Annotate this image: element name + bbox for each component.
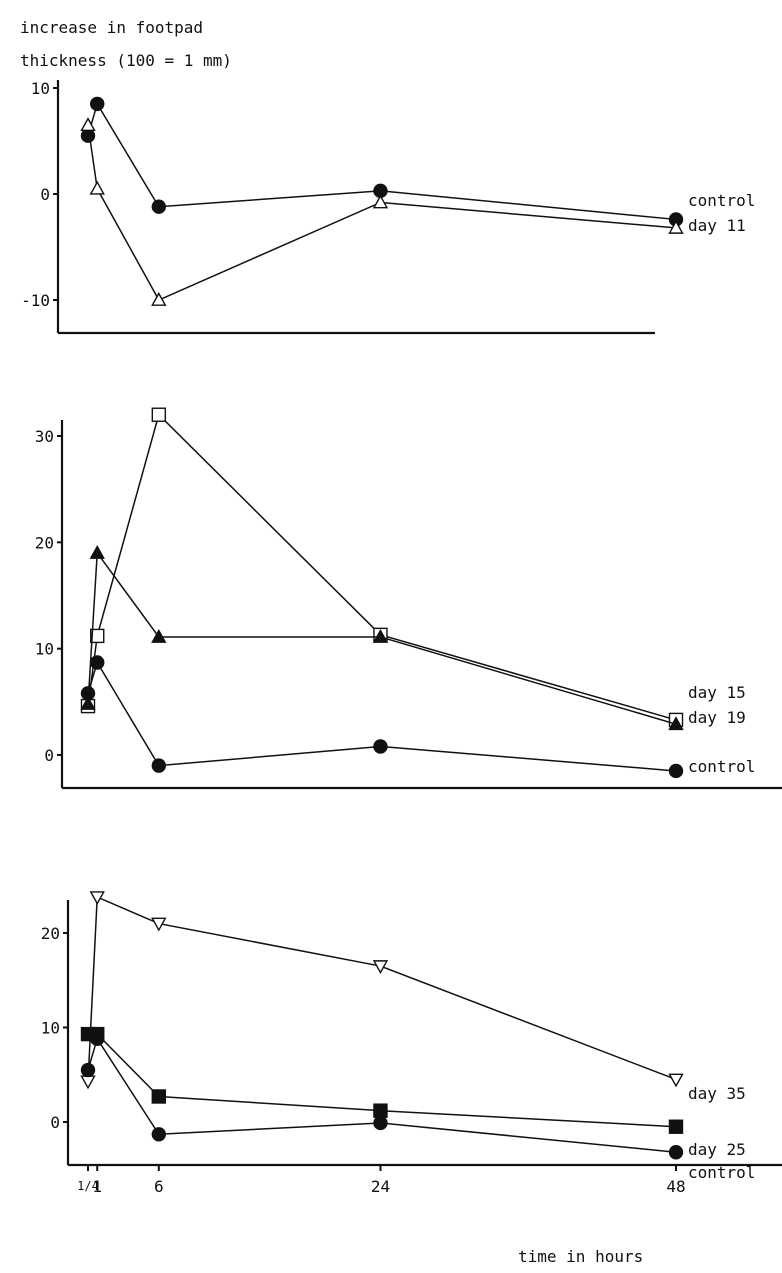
series-label: control [688, 757, 755, 776]
panel-middle: 30 20 10 0 day 15 day 19 control [35, 407, 782, 790]
data-point [668, 1119, 684, 1134]
y-tick-label: 20 [41, 924, 60, 943]
data-point [668, 219, 684, 234]
data-point [80, 1075, 96, 1090]
data-point [668, 1073, 684, 1088]
y-tick-label: 0 [40, 185, 50, 204]
data-point [151, 917, 167, 932]
x-axis-label: time in hours [518, 1247, 643, 1266]
data-point [90, 96, 105, 112]
x-tick-label: 24 [371, 1177, 390, 1196]
data-point [80, 117, 96, 132]
series-day-11: day 11 [80, 117, 746, 306]
series-day-15: day 15 [80, 407, 746, 728]
series-label: day 25 [688, 1140, 746, 1159]
series-control: control [80, 655, 755, 779]
series-label: control [688, 191, 755, 210]
series-label: day 35 [688, 1084, 746, 1103]
y-axis-label-line2: thickness (100 = 1 mm) [20, 51, 232, 70]
y-tick-label: 20 [35, 533, 54, 552]
x-tick-label: 6 [154, 1177, 164, 1196]
series-line [87, 660, 677, 772]
data-point [151, 1127, 167, 1142]
x-tick-label: 1 [92, 1177, 102, 1196]
series-line [87, 124, 677, 301]
data-point [151, 758, 167, 773]
series-label: day 11 [688, 216, 746, 235]
data-point [89, 891, 105, 906]
series-day-25: day 25 [80, 1026, 746, 1159]
data-point [373, 1115, 388, 1131]
data-point [90, 655, 105, 670]
data-point [151, 199, 167, 214]
y-axis-label-line1: increase in footpad [20, 18, 203, 37]
data-point [668, 1145, 684, 1160]
series-label: day 15 [688, 683, 746, 702]
x-tick-label: 48 [666, 1177, 685, 1196]
series-label: day 19 [688, 708, 746, 727]
series-line [87, 413, 677, 721]
data-point [373, 1103, 388, 1118]
data-point [668, 716, 684, 731]
data-point [372, 194, 389, 209]
data-point [80, 128, 96, 143]
series-day-35: day 35 [80, 891, 746, 1103]
data-point [151, 629, 167, 643]
series-control: control [80, 96, 755, 227]
y-tick-label: 10 [41, 1019, 60, 1038]
y-tick-label: 10 [31, 79, 50, 98]
series-line [87, 1037, 677, 1153]
series-label: control [688, 1163, 755, 1182]
panel-top: 10 0 -10 control day 11 [21, 79, 755, 335]
data-point [372, 960, 389, 975]
data-point [80, 696, 96, 710]
y-tick-label: 30 [35, 427, 54, 446]
data-point [151, 292, 167, 306]
data-point [151, 407, 167, 422]
data-point [89, 545, 105, 559]
data-point [80, 686, 96, 701]
data-point [373, 739, 388, 754]
x-tick-label: 1/4 [77, 1179, 99, 1193]
data-point [80, 1062, 96, 1078]
y-tick-label: 0 [44, 746, 54, 765]
data-point [90, 628, 105, 644]
x-axis-ticks: 1/41 6 24 48 [77, 1165, 686, 1196]
series-control: control [80, 1031, 755, 1182]
y-tick-label: -10 [21, 291, 50, 310]
data-point [90, 1031, 105, 1047]
data-point [151, 1089, 167, 1104]
data-point [372, 629, 389, 643]
y-tick-label: 10 [35, 640, 54, 659]
series-day-19: day 19 [80, 545, 746, 731]
panel-bottom: 20 10 0 day 35 day 25 control [41, 891, 782, 1182]
data-point [668, 763, 684, 779]
series-line [87, 895, 677, 1082]
data-point [89, 180, 105, 195]
y-tick-label: 0 [50, 1113, 60, 1132]
